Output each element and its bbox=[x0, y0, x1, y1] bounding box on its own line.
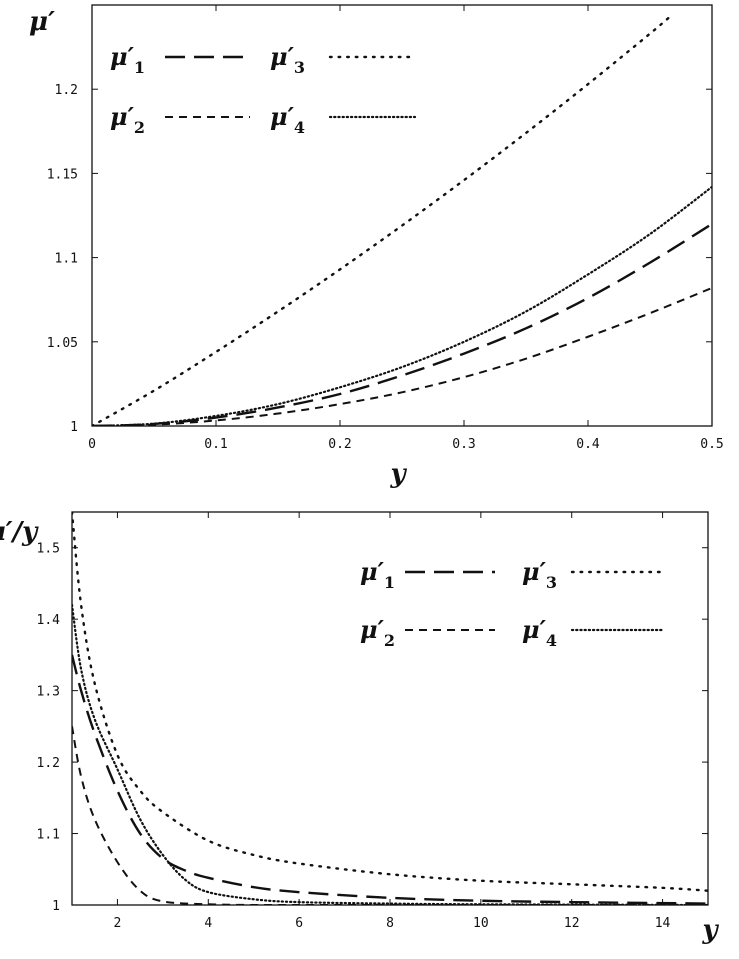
series-line-3 bbox=[92, 15, 672, 426]
y-tick-label: 1.2 bbox=[37, 756, 60, 771]
series-line-1 bbox=[92, 222, 712, 426]
series-line-2 bbox=[92, 286, 712, 426]
x-tick-label: 0.5 bbox=[700, 437, 723, 452]
series-line-4 bbox=[92, 185, 712, 426]
y-axis-label: μ′/y bbox=[0, 517, 39, 547]
x-tick-label: 14 bbox=[655, 916, 671, 931]
x-tick-label: 4 bbox=[204, 916, 212, 931]
y-tick-label: 1.1 bbox=[55, 252, 78, 267]
y-tick-label: 1.5 bbox=[37, 542, 60, 557]
y-tick-label: 1.05 bbox=[47, 336, 78, 351]
series-line-3 bbox=[72, 512, 708, 892]
x-tick-label: 0.4 bbox=[576, 437, 600, 452]
y-tick-label: 1.4 bbox=[37, 613, 61, 628]
y-tick-label: 1 bbox=[70, 420, 78, 435]
top-panel: 0 0.1 0.2 0.3 0.4 0.5 1 1.05 1.1 1.15 1.2 y μ′ μ′1 μ′2… bbox=[29, 4, 724, 489]
y-tick-label: 1.2 bbox=[55, 83, 78, 98]
legend-label: μ′2 bbox=[110, 102, 145, 137]
legend-label: μ′4 bbox=[270, 102, 305, 137]
series-line-1 bbox=[72, 654, 708, 905]
x-tick-label: 10 bbox=[473, 916, 489, 931]
bottom-panel: 2 4 6 8 10 12 14 1 1.1 1.2 1.3 1.4 1.5 y μ′/y μ′1 μ′2 μ′3… bbox=[0, 511, 719, 945]
legend: μ′1 μ′2 μ′3 μ′4 bbox=[110, 42, 417, 137]
x-tick-label: 0.3 bbox=[452, 437, 475, 452]
x-tick-label: 12 bbox=[564, 916, 580, 931]
x-tick-label: 0.1 bbox=[204, 437, 227, 452]
legend-label: μ′3 bbox=[522, 557, 557, 592]
y-tick-label: 1 bbox=[52, 899, 60, 914]
x-tick-label: 0.2 bbox=[328, 437, 351, 452]
plot-frame bbox=[91, 4, 713, 427]
x-tick-label: 2 bbox=[114, 916, 122, 931]
x-axis-label: y bbox=[701, 915, 719, 945]
x-tick-label: 0 bbox=[88, 437, 96, 452]
y-axis-label: μ′ bbox=[29, 7, 55, 37]
x-axis-label: y bbox=[389, 459, 407, 489]
plot-frame bbox=[71, 511, 709, 906]
series-line-2 bbox=[72, 726, 708, 905]
legend: μ′1 μ′2 μ′3 μ′4 bbox=[360, 557, 664, 650]
y-tick-label: 1.3 bbox=[37, 685, 60, 700]
x-tick-label: 8 bbox=[386, 916, 394, 931]
legend-label: μ′2 bbox=[360, 615, 395, 650]
legend-label: μ′1 bbox=[360, 557, 395, 592]
legend-label: μ′1 bbox=[110, 42, 145, 77]
y-tick-label: 1.15 bbox=[47, 167, 78, 182]
x-tick-label: 6 bbox=[295, 916, 303, 931]
series-line-4 bbox=[72, 603, 708, 905]
legend-label: μ′4 bbox=[522, 615, 557, 650]
y-tick-label: 1.1 bbox=[37, 828, 60, 843]
legend-label: μ′3 bbox=[270, 42, 305, 77]
